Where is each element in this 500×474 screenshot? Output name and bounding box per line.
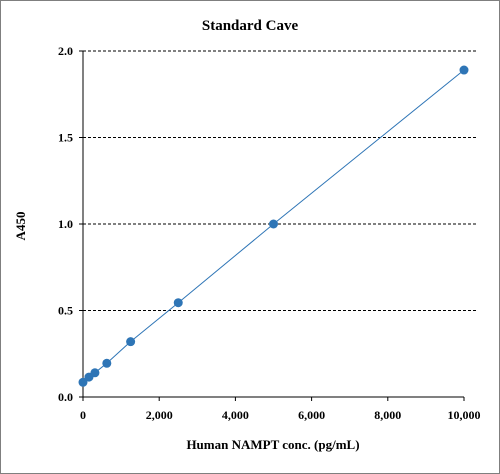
x-tick-label: 4,000	[222, 408, 249, 422]
x-tick-label: 6,000	[298, 408, 325, 422]
data-point	[269, 219, 278, 229]
data-point	[78, 377, 88, 387]
y-tick-label: 1.5	[58, 131, 73, 145]
y-tick-label: 0.0	[58, 390, 73, 404]
chart-title: Standard Cave	[202, 18, 299, 34]
data-point	[459, 65, 469, 75]
x-tick-label: 8,000	[374, 408, 401, 422]
y-tick-labels: 0.0 0.5 1.0 1.5 2.0	[58, 44, 73, 404]
data-point	[173, 298, 183, 308]
data-point	[126, 337, 136, 347]
x-axis-label: Human NAMPT conc. (pg/mL)	[186, 437, 359, 452]
x-tick-label: 10,000	[448, 408, 481, 422]
x-tick-label: 0	[80, 408, 86, 422]
y-tick-label: 0.5	[58, 304, 73, 318]
grid-lines	[83, 50, 477, 311]
y-tick-label: 2.0	[58, 44, 73, 58]
y-axis-label: A450	[13, 212, 28, 241]
data-point	[102, 358, 112, 368]
y-tick-label: 1.0	[58, 217, 73, 231]
data-series	[78, 65, 469, 387]
x-tick-label: 2,000	[146, 408, 173, 422]
axes	[79, 50, 465, 401]
x-tick-labels: 0 2,000 4,000 6,000 8,000 10,000	[80, 408, 481, 422]
data-point	[90, 368, 100, 378]
